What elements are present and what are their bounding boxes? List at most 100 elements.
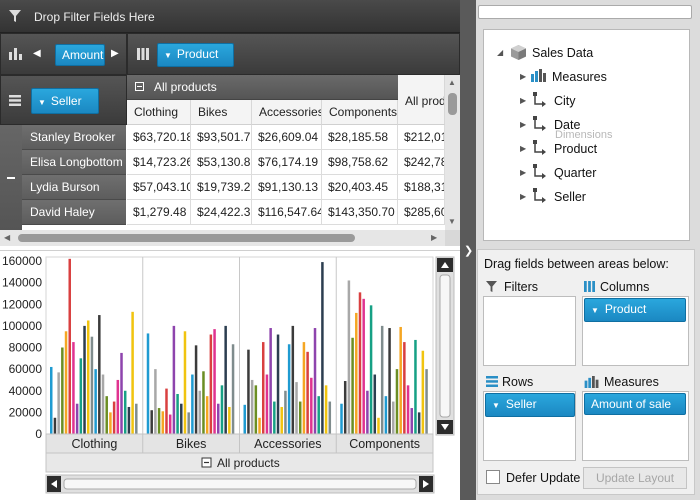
tree-item-product[interactable]: Product xyxy=(554,142,598,156)
chart-bar xyxy=(406,385,410,434)
pivot-grid: Drop Filter Fields Here ◀ Amount ▶ ▼ Prod… xyxy=(0,0,460,250)
chart-bar xyxy=(83,325,86,435)
scroll-down-icon[interactable]: ▼ xyxy=(448,217,456,226)
chart-bar xyxy=(306,351,309,434)
row-header[interactable]: Stanley Brooker xyxy=(22,125,126,150)
scroll-left-icon[interactable]: ◀ xyxy=(4,233,11,242)
field-tree[interactable] xyxy=(483,29,690,241)
table-cell: $28,185.58 xyxy=(322,125,398,150)
chart-bar xyxy=(287,344,291,434)
chart-bar xyxy=(161,411,165,434)
next-arrow-icon[interactable]: ▶ xyxy=(111,48,119,59)
scroll-left-icon[interactable] xyxy=(51,480,57,488)
chart-bar xyxy=(168,414,172,434)
column-field-zone[interactable]: ▼ Product xyxy=(127,33,460,75)
column-header-all-products[interactable]: All prod xyxy=(398,75,445,125)
tree-root-sales-data[interactable]: Sales Data xyxy=(532,46,594,60)
filter-drop-zone[interactable]: Drop Filter Fields Here xyxy=(0,0,460,33)
measures-amount-chip[interactable]: Amount of sale xyxy=(584,393,686,415)
expand-icon[interactable]: ▶ xyxy=(520,144,527,153)
defer-update-checkbox[interactable] xyxy=(486,470,500,484)
chart-bar xyxy=(224,325,227,435)
tree-item-measures[interactable]: Measures xyxy=(552,70,607,84)
data-field-zone[interactable]: ◀ Amount ▶ xyxy=(0,33,127,75)
chart-bar xyxy=(269,328,272,434)
tree-item-date[interactable]: Date xyxy=(554,118,581,132)
row-header[interactable]: Elisa Longbottom xyxy=(22,150,126,175)
chart-bar xyxy=(243,404,246,434)
chart-bar xyxy=(298,401,302,434)
rows-seller-chip[interactable]: ▼ Seller xyxy=(485,393,575,417)
pivot-chart: 160000 140000 120000 100000 80000 60000 40000 2… xyxy=(0,250,460,500)
chart-bar xyxy=(351,337,354,434)
filters-drop-area[interactable] xyxy=(483,296,576,366)
expand-icon[interactable]: ▶ xyxy=(520,72,527,81)
chart-bar xyxy=(209,334,213,434)
field-search-input[interactable] xyxy=(478,5,692,19)
chart-bar xyxy=(231,344,235,434)
scroll-right-icon[interactable]: ▶ xyxy=(431,233,438,242)
tree-item-quarter[interactable]: Quarter xyxy=(554,166,597,180)
chart-bar xyxy=(384,396,388,434)
cube-icon xyxy=(511,45,526,60)
columns-area-title: Columns xyxy=(600,280,650,294)
collapse-icon[interactable] xyxy=(135,82,144,91)
table-cell: $14,723.26 xyxy=(127,150,191,175)
column-header-bikes[interactable]: Bikes xyxy=(191,100,252,125)
expand-icon[interactable]: ▶ xyxy=(520,120,527,129)
chart-bar xyxy=(355,312,358,434)
x-category-label: Accessories xyxy=(254,437,321,451)
row-header[interactable]: David Haley xyxy=(22,200,126,225)
table-cell: $285,60 xyxy=(398,200,445,225)
expand-icon[interactable]: ▶ xyxy=(520,168,527,177)
table-cell: $19,739.25 xyxy=(191,175,252,200)
seller-row-chip[interactable]: ▼ Seller xyxy=(31,88,99,114)
collapse-panel-icon[interactable]: ❯ xyxy=(464,245,474,257)
scroll-thumb[interactable] xyxy=(439,274,451,418)
scroll-thumb[interactable] xyxy=(63,478,417,490)
column-header-components[interactable]: Components xyxy=(322,100,398,125)
expand-icon[interactable]: ▶ xyxy=(520,192,527,201)
chart-bar xyxy=(146,333,150,434)
scroll-up-icon[interactable] xyxy=(441,262,449,268)
collapse-icon[interactable] xyxy=(7,177,15,179)
chart-bar xyxy=(127,406,131,434)
columns-product-chip[interactable]: ▼ Product xyxy=(584,298,686,322)
prev-arrow-icon[interactable]: ◀ xyxy=(33,48,41,59)
all-products-header[interactable]: All products xyxy=(127,75,445,100)
chart-bar xyxy=(340,403,343,434)
grid-vertical-scrollbar[interactable]: ▲ ▼ xyxy=(445,75,460,230)
expand-icon[interactable]: ▶ xyxy=(520,96,527,105)
rows-area-title: Rows xyxy=(502,375,534,389)
tree-item-city[interactable]: City xyxy=(554,94,576,108)
chart-bar xyxy=(302,342,306,434)
scroll-up-icon[interactable]: ▲ xyxy=(448,78,456,87)
column-header-clothing[interactable]: Clothing xyxy=(127,100,191,125)
group-header-label: All products xyxy=(154,80,217,94)
chart-bar xyxy=(213,329,216,434)
chart-bar xyxy=(64,331,68,434)
table-cell: $24,422.36 xyxy=(191,200,252,225)
chart-bar xyxy=(75,403,79,434)
scroll-right-icon[interactable] xyxy=(423,480,429,488)
hierarchy-icon xyxy=(533,188,546,203)
scroll-thumb[interactable] xyxy=(18,234,355,242)
scroll-thumb[interactable] xyxy=(448,93,457,115)
chart-bar xyxy=(98,315,101,434)
update-layout-button[interactable]: Update Layout xyxy=(583,467,687,489)
row-field-zone[interactable]: ▼ Seller xyxy=(0,75,127,125)
filter-icon: ▼ xyxy=(164,51,172,60)
chart-bar xyxy=(317,396,320,434)
tree-item-seller[interactable]: Seller xyxy=(554,190,586,204)
expand-icon[interactable]: ◢ xyxy=(497,48,504,57)
grid-horizontal-scrollbar[interactable]: ◀ ▶ xyxy=(0,230,445,246)
scroll-down-icon[interactable] xyxy=(441,424,449,430)
chart-bar xyxy=(425,369,428,435)
column-header-accessories[interactable]: Accessories xyxy=(252,100,322,125)
amount-chip[interactable]: Amount xyxy=(55,44,105,66)
product-column-chip[interactable]: ▼ Product xyxy=(157,43,234,67)
row-header[interactable]: Lydia Burson xyxy=(22,175,126,200)
y-tick-label: 40000 xyxy=(9,384,43,398)
table-cell: $93,501.72 xyxy=(191,125,252,150)
panel-splitter[interactable]: ❯ xyxy=(460,0,476,500)
